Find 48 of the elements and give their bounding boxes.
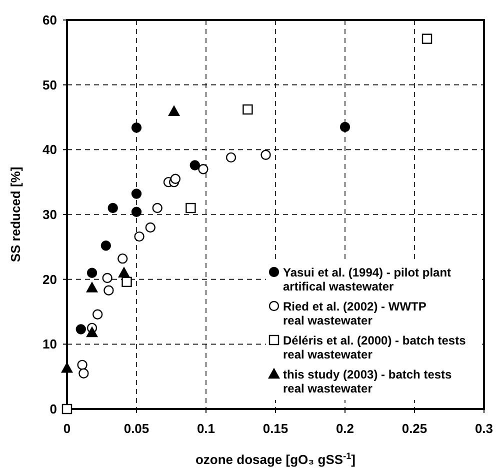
point	[62, 404, 72, 414]
x-tick-label: 0.05	[124, 421, 150, 436]
point	[122, 276, 132, 288]
y-tick-label: 50	[42, 77, 57, 92]
point	[134, 231, 144, 242]
point	[131, 122, 142, 133]
point	[61, 362, 73, 373]
point	[100, 240, 112, 251]
point	[422, 34, 432, 44]
point	[340, 122, 350, 132]
x-tick-label: 0.2	[336, 421, 354, 436]
x-tick-label: 0.1	[196, 421, 216, 436]
point	[242, 104, 253, 115]
point	[186, 202, 196, 214]
point	[104, 285, 114, 296]
y-axis-title: SS reduced [%]	[8, 166, 23, 262]
point	[168, 106, 180, 116]
point	[198, 164, 208, 174]
point	[131, 188, 142, 199]
point	[131, 206, 142, 218]
legend-label: this study (2003) - batch tests real wastewater	[283, 368, 452, 396]
point	[118, 267, 130, 278]
point	[152, 202, 162, 214]
y-tick-label: 0	[50, 402, 57, 416]
point	[118, 253, 128, 264]
x-tick-label: 0.3	[474, 421, 494, 436]
legend-label: Yasui et al. (1994) - pilot plant artifical wastewater	[283, 266, 452, 294]
y-tick-label: 10	[42, 336, 57, 352]
y-tick-label: 60	[42, 12, 57, 28]
x-tick-label: 0.15	[262, 421, 288, 436]
point	[76, 324, 86, 334]
y-tick-label: 30	[42, 207, 57, 222]
legend-label: Ried et al. (2002) - WWTP real wastewater	[283, 300, 426, 328]
x-axis-title: ozone dosage [gO₃ gSS$^{-1}$]	[195, 451, 356, 467]
point	[102, 272, 112, 284]
x-tick-label: 0	[63, 421, 71, 436]
point	[108, 202, 118, 214]
point	[170, 174, 181, 184]
point	[145, 222, 156, 233]
y-tick-label: 40	[42, 142, 57, 158]
point	[86, 282, 98, 292]
y-tick-label: 20	[42, 272, 57, 287]
point	[86, 326, 98, 338]
legend-label: Déléris et al. (2000) - batch tests real wastewater	[283, 334, 466, 362]
point	[92, 309, 103, 320]
point	[86, 268, 98, 278]
point	[190, 160, 200, 170]
x-tick-label: 0.25	[402, 421, 428, 436]
